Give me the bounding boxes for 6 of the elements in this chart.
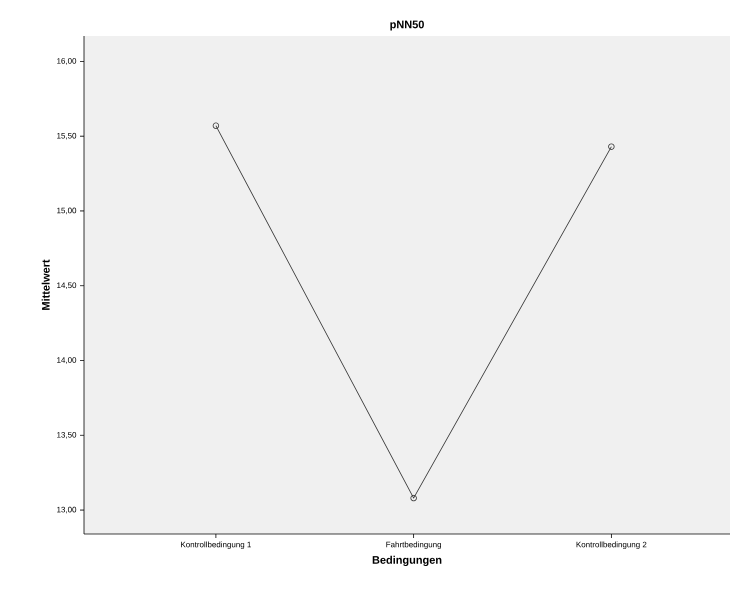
x-axis-title: Bedingungen xyxy=(372,556,442,566)
point xyxy=(212,122,220,129)
point xyxy=(608,143,615,150)
y-axis-title: Mittelwert xyxy=(42,260,50,310)
point xyxy=(410,494,417,502)
chart-title: pNN50 xyxy=(390,20,424,30)
